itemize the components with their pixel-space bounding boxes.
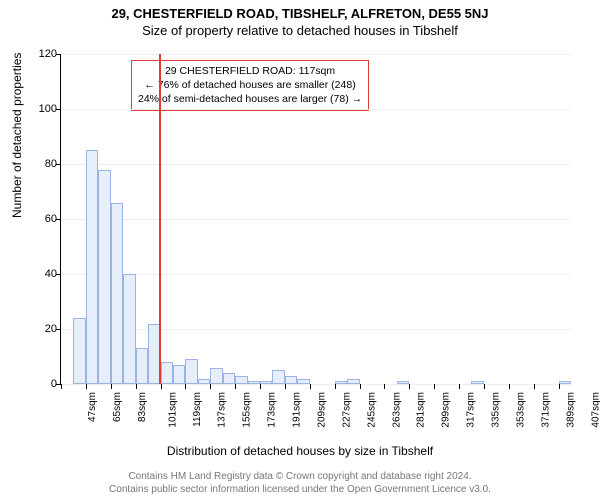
histogram-bar: [397, 381, 409, 384]
x-tick-label: 65sqm: [112, 392, 123, 422]
histogram-bar: [471, 381, 483, 384]
x-tick-label: 245sqm: [366, 392, 377, 428]
y-tick-label: 40: [27, 268, 57, 280]
x-tick-mark: [260, 384, 261, 389]
x-tick-mark: [360, 384, 361, 389]
histogram-bar: [335, 381, 347, 384]
x-tick-mark: [559, 384, 560, 389]
y-tick-label: 60: [27, 213, 57, 225]
x-tick-label: 137sqm: [217, 392, 228, 428]
x-tick-mark: [484, 384, 485, 389]
histogram-bar: [86, 150, 98, 384]
histogram-bar: [235, 376, 247, 384]
x-tick-mark: [509, 384, 510, 389]
histogram-bar: [248, 381, 260, 384]
x-tick-label: 191sqm: [292, 392, 303, 428]
x-tick-label: 299sqm: [441, 392, 452, 428]
gridline: [61, 329, 571, 330]
x-tick-mark: [111, 384, 112, 389]
histogram-bar: [161, 362, 173, 384]
x-axis-label: Distribution of detached houses by size …: [0, 444, 600, 458]
x-tick-mark: [161, 384, 162, 389]
histogram-bar: [111, 203, 123, 385]
x-tick-label: 119sqm: [191, 392, 202, 427]
histogram-bar: [559, 381, 571, 384]
histogram-bar: [198, 379, 210, 385]
y-tick-label: 100: [27, 103, 57, 115]
x-tick-label: 371sqm: [540, 392, 551, 428]
chart-container: 29, CHESTERFIELD ROAD, TIBSHELF, ALFRETO…: [0, 0, 600, 500]
footer-line-1: Contains HM Land Registry data © Crown c…: [0, 470, 600, 483]
chart-title-sub: Size of property relative to detached ho…: [0, 21, 600, 38]
callout-line-1: 29 CHESTERFIELD ROAD: 117sqm: [138, 64, 362, 78]
y-tick-mark: [56, 109, 61, 110]
x-tick-label: 317sqm: [466, 392, 477, 428]
y-tick-mark: [56, 164, 61, 165]
y-tick-label: 0: [27, 378, 57, 390]
x-tick-mark: [136, 384, 137, 389]
plot-area: 29 CHESTERFIELD ROAD: 117sqm ← 76% of de…: [60, 54, 571, 385]
y-tick-label: 80: [27, 158, 57, 170]
x-tick-mark: [86, 384, 87, 389]
histogram-bar: [173, 365, 185, 384]
x-tick-mark: [61, 384, 62, 389]
x-tick-mark: [235, 384, 236, 389]
x-tick-label: 101sqm: [167, 392, 178, 428]
y-axis-label: Number of detached properties: [10, 53, 24, 218]
x-tick-label: 227sqm: [341, 392, 352, 428]
gridline: [61, 54, 571, 55]
x-tick-label: 155sqm: [242, 392, 253, 428]
histogram-bar: [73, 318, 85, 384]
y-tick-mark: [56, 219, 61, 220]
y-tick-mark: [56, 274, 61, 275]
histogram-bar: [260, 381, 272, 384]
property-marker-line: [159, 54, 161, 384]
x-tick-mark: [285, 384, 286, 389]
y-tick-mark: [56, 54, 61, 55]
histogram-bar: [297, 379, 309, 385]
x-tick-label: 335sqm: [491, 392, 502, 428]
histogram-bar: [136, 348, 148, 384]
callout-line-3: 24% of semi-detached houses are larger (…: [138, 92, 362, 106]
footer-line-2: Contains public sector information licen…: [0, 483, 600, 496]
y-tick-label: 120: [27, 48, 57, 60]
chart-title-main: 29, CHESTERFIELD ROAD, TIBSHELF, ALFRETO…: [0, 0, 600, 21]
x-tick-label: 263sqm: [391, 392, 402, 428]
histogram-bar: [347, 379, 359, 385]
gridline: [61, 219, 571, 220]
histogram-bar: [272, 370, 284, 384]
x-tick-label: 209sqm: [316, 392, 327, 428]
x-tick-label: 47sqm: [87, 392, 98, 422]
histogram-bar: [98, 170, 110, 385]
callout-line-2: ← 76% of detached houses are smaller (24…: [138, 78, 362, 92]
x-tick-mark: [459, 384, 460, 389]
x-tick-label: 173sqm: [267, 392, 278, 428]
x-tick-label: 407sqm: [590, 392, 600, 428]
x-tick-mark: [534, 384, 535, 389]
histogram-bar: [285, 376, 297, 384]
histogram-bar: [210, 368, 222, 385]
y-tick-mark: [56, 329, 61, 330]
histogram-bar: [223, 373, 235, 384]
gridline: [61, 109, 571, 110]
histogram-bar: [185, 359, 197, 384]
x-tick-label: 353sqm: [516, 392, 527, 428]
x-tick-label: 83sqm: [137, 392, 148, 422]
marker-callout: 29 CHESTERFIELD ROAD: 117sqm ← 76% of de…: [131, 60, 369, 111]
gridline: [61, 384, 571, 385]
x-tick-mark: [434, 384, 435, 389]
y-tick-label: 20: [27, 323, 57, 335]
footer-attribution: Contains HM Land Registry data © Crown c…: [0, 470, 600, 496]
gridline: [61, 274, 571, 275]
histogram-bar: [123, 274, 135, 384]
x-tick-label: 389sqm: [565, 392, 576, 428]
gridline: [61, 164, 571, 165]
x-tick-mark: [335, 384, 336, 389]
x-tick-mark: [310, 384, 311, 389]
x-tick-mark: [185, 384, 186, 389]
x-tick-label: 281sqm: [416, 392, 427, 428]
x-tick-mark: [409, 384, 410, 389]
x-tick-mark: [384, 384, 385, 389]
x-tick-mark: [210, 384, 211, 389]
